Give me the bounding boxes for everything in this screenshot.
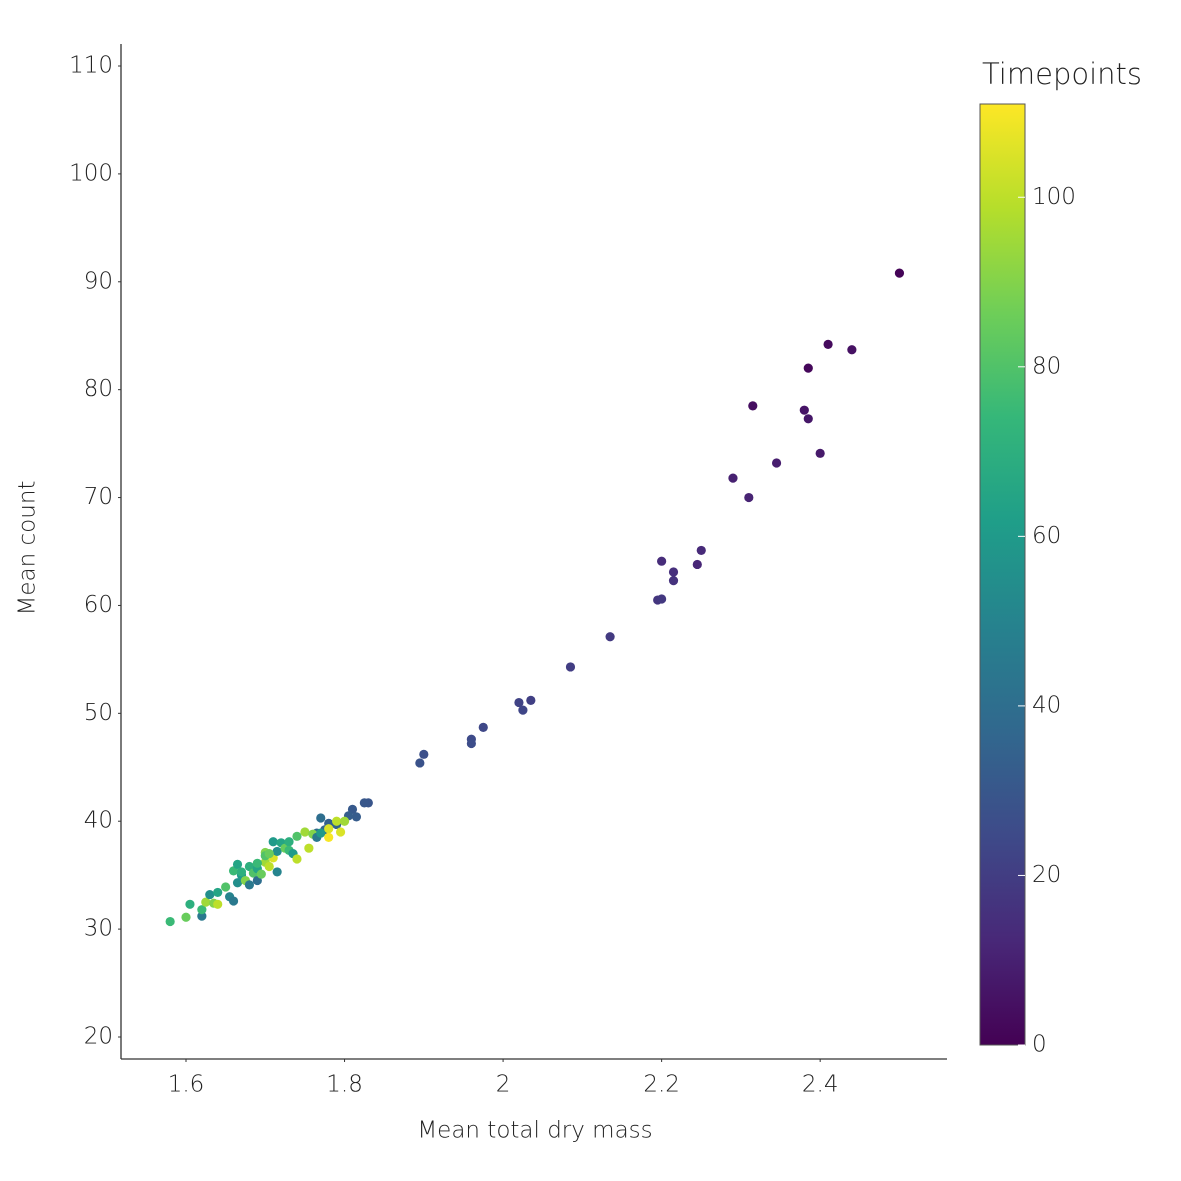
point — [213, 887, 223, 898]
colorbar-tick-label: 0 — [1032, 1032, 1047, 1058]
point — [272, 846, 282, 857]
point — [466, 738, 476, 749]
point — [668, 576, 679, 586]
point — [668, 567, 679, 577]
point — [728, 473, 738, 483]
x-tick-label: 1.8 — [326, 1072, 363, 1098]
y-axis-label: Mean count — [15, 481, 41, 616]
point — [165, 916, 175, 927]
x-tick-label: 2.4 — [802, 1072, 839, 1098]
point — [232, 878, 243, 888]
point — [744, 492, 754, 503]
point — [284, 837, 294, 847]
y-tick-label: 90 — [84, 268, 113, 294]
point — [221, 882, 231, 892]
point — [518, 705, 528, 715]
point — [300, 827, 310, 837]
point — [748, 401, 758, 411]
point — [272, 867, 282, 877]
point — [292, 854, 302, 864]
colorbar-tick-label: 80 — [1032, 353, 1061, 379]
colorbar — [979, 103, 1026, 1046]
y-tick-label: 70 — [84, 484, 113, 510]
point — [244, 880, 255, 890]
point — [205, 889, 215, 900]
point — [803, 363, 813, 373]
point — [252, 858, 262, 868]
point — [197, 911, 207, 921]
x-axis-label: Mean total dry mass — [417, 1118, 652, 1144]
x-tick-label: 2 — [496, 1072, 511, 1098]
y-tick-label: 80 — [84, 376, 113, 402]
point — [256, 869, 266, 879]
y-tick-label: 50 — [84, 700, 113, 726]
point — [213, 899, 223, 909]
point — [316, 828, 326, 838]
point — [657, 556, 667, 566]
point — [803, 414, 813, 424]
y-tick-label: 60 — [84, 592, 113, 618]
point — [771, 458, 782, 468]
point — [324, 824, 334, 834]
point — [359, 798, 369, 808]
point — [526, 695, 536, 705]
y-tick-label: 110 — [69, 53, 113, 79]
y-tick-label: 100 — [69, 160, 113, 186]
point — [228, 896, 239, 906]
y-tick-label: 20 — [84, 1023, 113, 1049]
point — [324, 832, 334, 843]
y-tick-label: 40 — [84, 808, 113, 834]
point — [605, 632, 615, 642]
y-tick-label: 30 — [84, 916, 113, 942]
point — [197, 905, 207, 915]
point — [565, 662, 576, 672]
point — [292, 831, 302, 841]
point — [419, 749, 429, 759]
point — [201, 897, 211, 907]
x-tick-label: 2.2 — [643, 1072, 680, 1098]
point — [514, 697, 524, 708]
point — [815, 448, 825, 458]
colorbar-title: Timepoints — [982, 57, 1142, 91]
point — [264, 861, 274, 872]
point — [264, 848, 274, 859]
point — [657, 594, 667, 604]
point — [478, 722, 488, 732]
point — [335, 827, 346, 837]
colorbar-tick-label: 20 — [1032, 862, 1061, 888]
point — [316, 813, 326, 823]
point — [351, 812, 362, 822]
colorbar-tick-label: 60 — [1032, 523, 1061, 549]
point — [185, 899, 195, 909]
point — [339, 816, 350, 826]
point — [696, 545, 706, 556]
colorbar-tick-label: 40 — [1032, 692, 1061, 718]
point — [415, 758, 425, 768]
point — [304, 843, 314, 853]
point — [823, 339, 833, 349]
point — [181, 912, 191, 922]
point — [692, 559, 702, 570]
point — [232, 859, 243, 869]
point — [799, 405, 809, 415]
point — [236, 867, 247, 877]
x-tick-label: 1.6 — [168, 1072, 205, 1098]
point — [268, 837, 278, 847]
colorbar-tick-label: 100 — [1032, 184, 1076, 210]
point — [894, 268, 905, 278]
point — [332, 816, 342, 826]
point — [847, 345, 857, 355]
